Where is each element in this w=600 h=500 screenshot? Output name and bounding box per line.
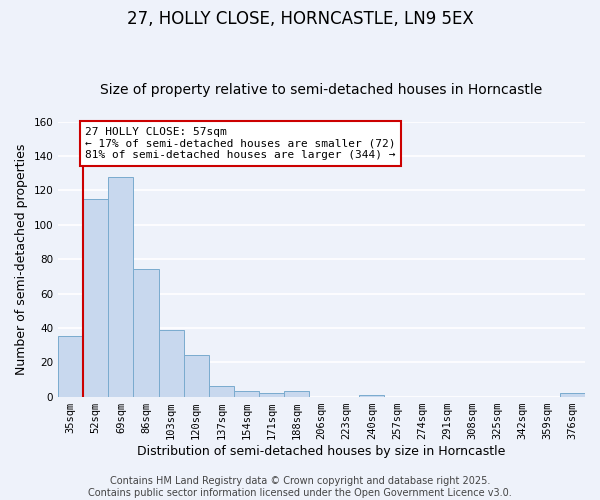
Title: Size of property relative to semi-detached houses in Horncastle: Size of property relative to semi-detach… <box>100 83 543 97</box>
Text: 27, HOLLY CLOSE, HORNCASTLE, LN9 5EX: 27, HOLLY CLOSE, HORNCASTLE, LN9 5EX <box>127 10 473 28</box>
Bar <box>184 356 209 397</box>
Bar <box>58 336 83 396</box>
Y-axis label: Number of semi-detached properties: Number of semi-detached properties <box>15 144 28 375</box>
Bar <box>560 393 585 396</box>
Bar <box>359 395 385 396</box>
Bar <box>284 392 309 396</box>
X-axis label: Distribution of semi-detached houses by size in Horncastle: Distribution of semi-detached houses by … <box>137 444 506 458</box>
Bar <box>83 199 109 396</box>
Bar <box>234 392 259 396</box>
Bar <box>209 386 234 396</box>
Bar <box>109 176 133 396</box>
Bar <box>133 270 158 396</box>
Bar <box>259 393 284 396</box>
Bar <box>158 330 184 396</box>
Text: Contains HM Land Registry data © Crown copyright and database right 2025.
Contai: Contains HM Land Registry data © Crown c… <box>88 476 512 498</box>
Text: 27 HOLLY CLOSE: 57sqm
← 17% of semi-detached houses are smaller (72)
81% of semi: 27 HOLLY CLOSE: 57sqm ← 17% of semi-deta… <box>85 127 396 160</box>
